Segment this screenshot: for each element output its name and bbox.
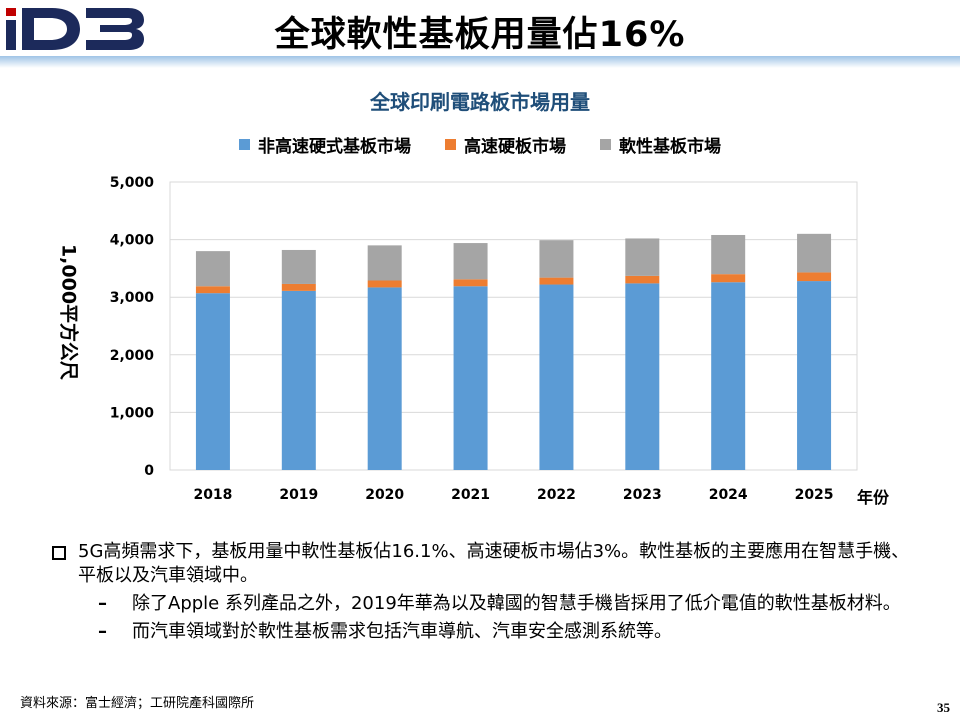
y-tick-label: 2,000 [110,348,155,364]
plot-area [169,181,858,471]
bar-segment-flex [711,234,746,275]
bar-segment-hs-rigid [281,283,316,291]
y-tick-label: 3,000 [110,290,155,306]
legend-label-hs-rigid: 高速硬板市場 [464,137,566,157]
legend-swatch-rigid [239,139,250,150]
bar-segment-flex [797,233,832,273]
legend-label-flex: 軟性基板市場 [619,137,721,157]
bar-segment-rigid [453,286,488,470]
sub-bullet-text: 除了Apple 系列產品之外，2019年華為以及韓國的智慧手機皆採用了低介電值的… [132,593,901,614]
bar-segment-rigid [797,281,832,470]
square-bullet-icon [52,546,66,560]
y-axis-label: 1,000平方公尺 [57,243,80,381]
bar-segment-rigid [281,290,316,470]
title-divider [0,56,960,68]
legend-swatch-flex [600,139,611,150]
bar-segment-flex [281,249,316,284]
main-bullet-text: 5G高頻需求下，基板用量中軟性基板佔16.1%、高速硬板市場佔3%。軟性基板的主… [78,541,910,586]
bar-segment-rigid [625,283,660,470]
idb-logo [6,8,144,50]
bar-segment-flex [195,251,230,287]
x-tick-label: 2018 [193,487,232,503]
slide-title: 全球軟性基板用量佔16% [274,15,686,55]
bar-segment-flex [625,238,660,276]
bar-segment-rigid [195,293,230,470]
bar-segment-hs-rigid [367,280,402,288]
y-tick-label: 5,000 [110,175,155,191]
stacked-bar-chart: 0 1,000 2,000 3,000 4,000 5,000 2018 2019 2020 20… [110,175,858,503]
legend-item-flex: 軟性基板市場 [600,132,721,157]
bar-segment-flex [453,243,488,280]
x-tick-label: 2022 [537,487,576,503]
bullet-list: 5G高頻需求下，基板用量中軟性基板佔16.1%、高速硬板市場佔3%。軟性基板的主… [52,540,922,644]
source-note: 資料來源：富士經濟；工研院產科國際所 [20,696,255,711]
sub-bullet-text: 而汽車領域對於軟性基板需求包括汽車導航、汽車安全感測系統等。 [132,621,672,642]
x-tick-label: 2024 [709,487,748,503]
x-tick-label: 2019 [279,487,318,503]
y-tick-label: 0 [144,463,154,479]
bar-segment-rigid [711,282,746,470]
bar-segment-flex [539,240,574,278]
y-tick-label: 1,000 [110,405,155,421]
dash-bullet-icon: – [98,593,107,614]
x-tick-label: 2020 [365,487,404,503]
dash-bullet-icon: – [98,621,107,642]
main-bullet: 5G高頻需求下，基板用量中軟性基板佔16.1%、高速硬板市場佔3%。軟性基板的主… [52,540,922,588]
x-axis-unit: 年份 [857,488,890,507]
legend-swatch-hs-rigid [445,139,456,150]
bar-segment-hs-rigid [797,272,832,282]
legend-item-hs-rigid: 高速硬板市場 [445,132,566,157]
bar-segment-hs-rigid [711,274,746,283]
sub-bullet: – 而汽車領域對於軟性基板需求包括汽車導航、汽車安全感測系統等。 [98,620,922,644]
y-tick-label: 4,000 [110,233,155,249]
x-tick-label: 2023 [623,487,662,503]
bar-segment-hs-rigid [195,286,230,294]
x-tick-label: 2025 [795,487,834,503]
page-number: 35 [937,700,950,715]
bar-segment-hs-rigid [539,277,574,285]
bar-segment-hs-rigid [625,275,660,284]
bar-segment-rigid [367,287,402,470]
x-tick-label: 2021 [451,487,490,503]
chart-title: 全球印刷電路板市場用量 [370,90,590,114]
legend-item-rigid: 非高速硬式基板市場 [239,132,411,157]
bar-segment-flex [367,245,402,281]
bar-segment-hs-rigid [453,279,488,287]
chart-legend: 非高速硬式基板市場 高速硬板市場 軟性基板市場 [0,132,960,157]
sub-bullet: – 除了Apple 系列產品之外，2019年華為以及韓國的智慧手機皆採用了低介電… [98,592,922,616]
legend-label-rigid: 非高速硬式基板市場 [258,137,411,157]
bar-segment-rigid [539,284,574,470]
